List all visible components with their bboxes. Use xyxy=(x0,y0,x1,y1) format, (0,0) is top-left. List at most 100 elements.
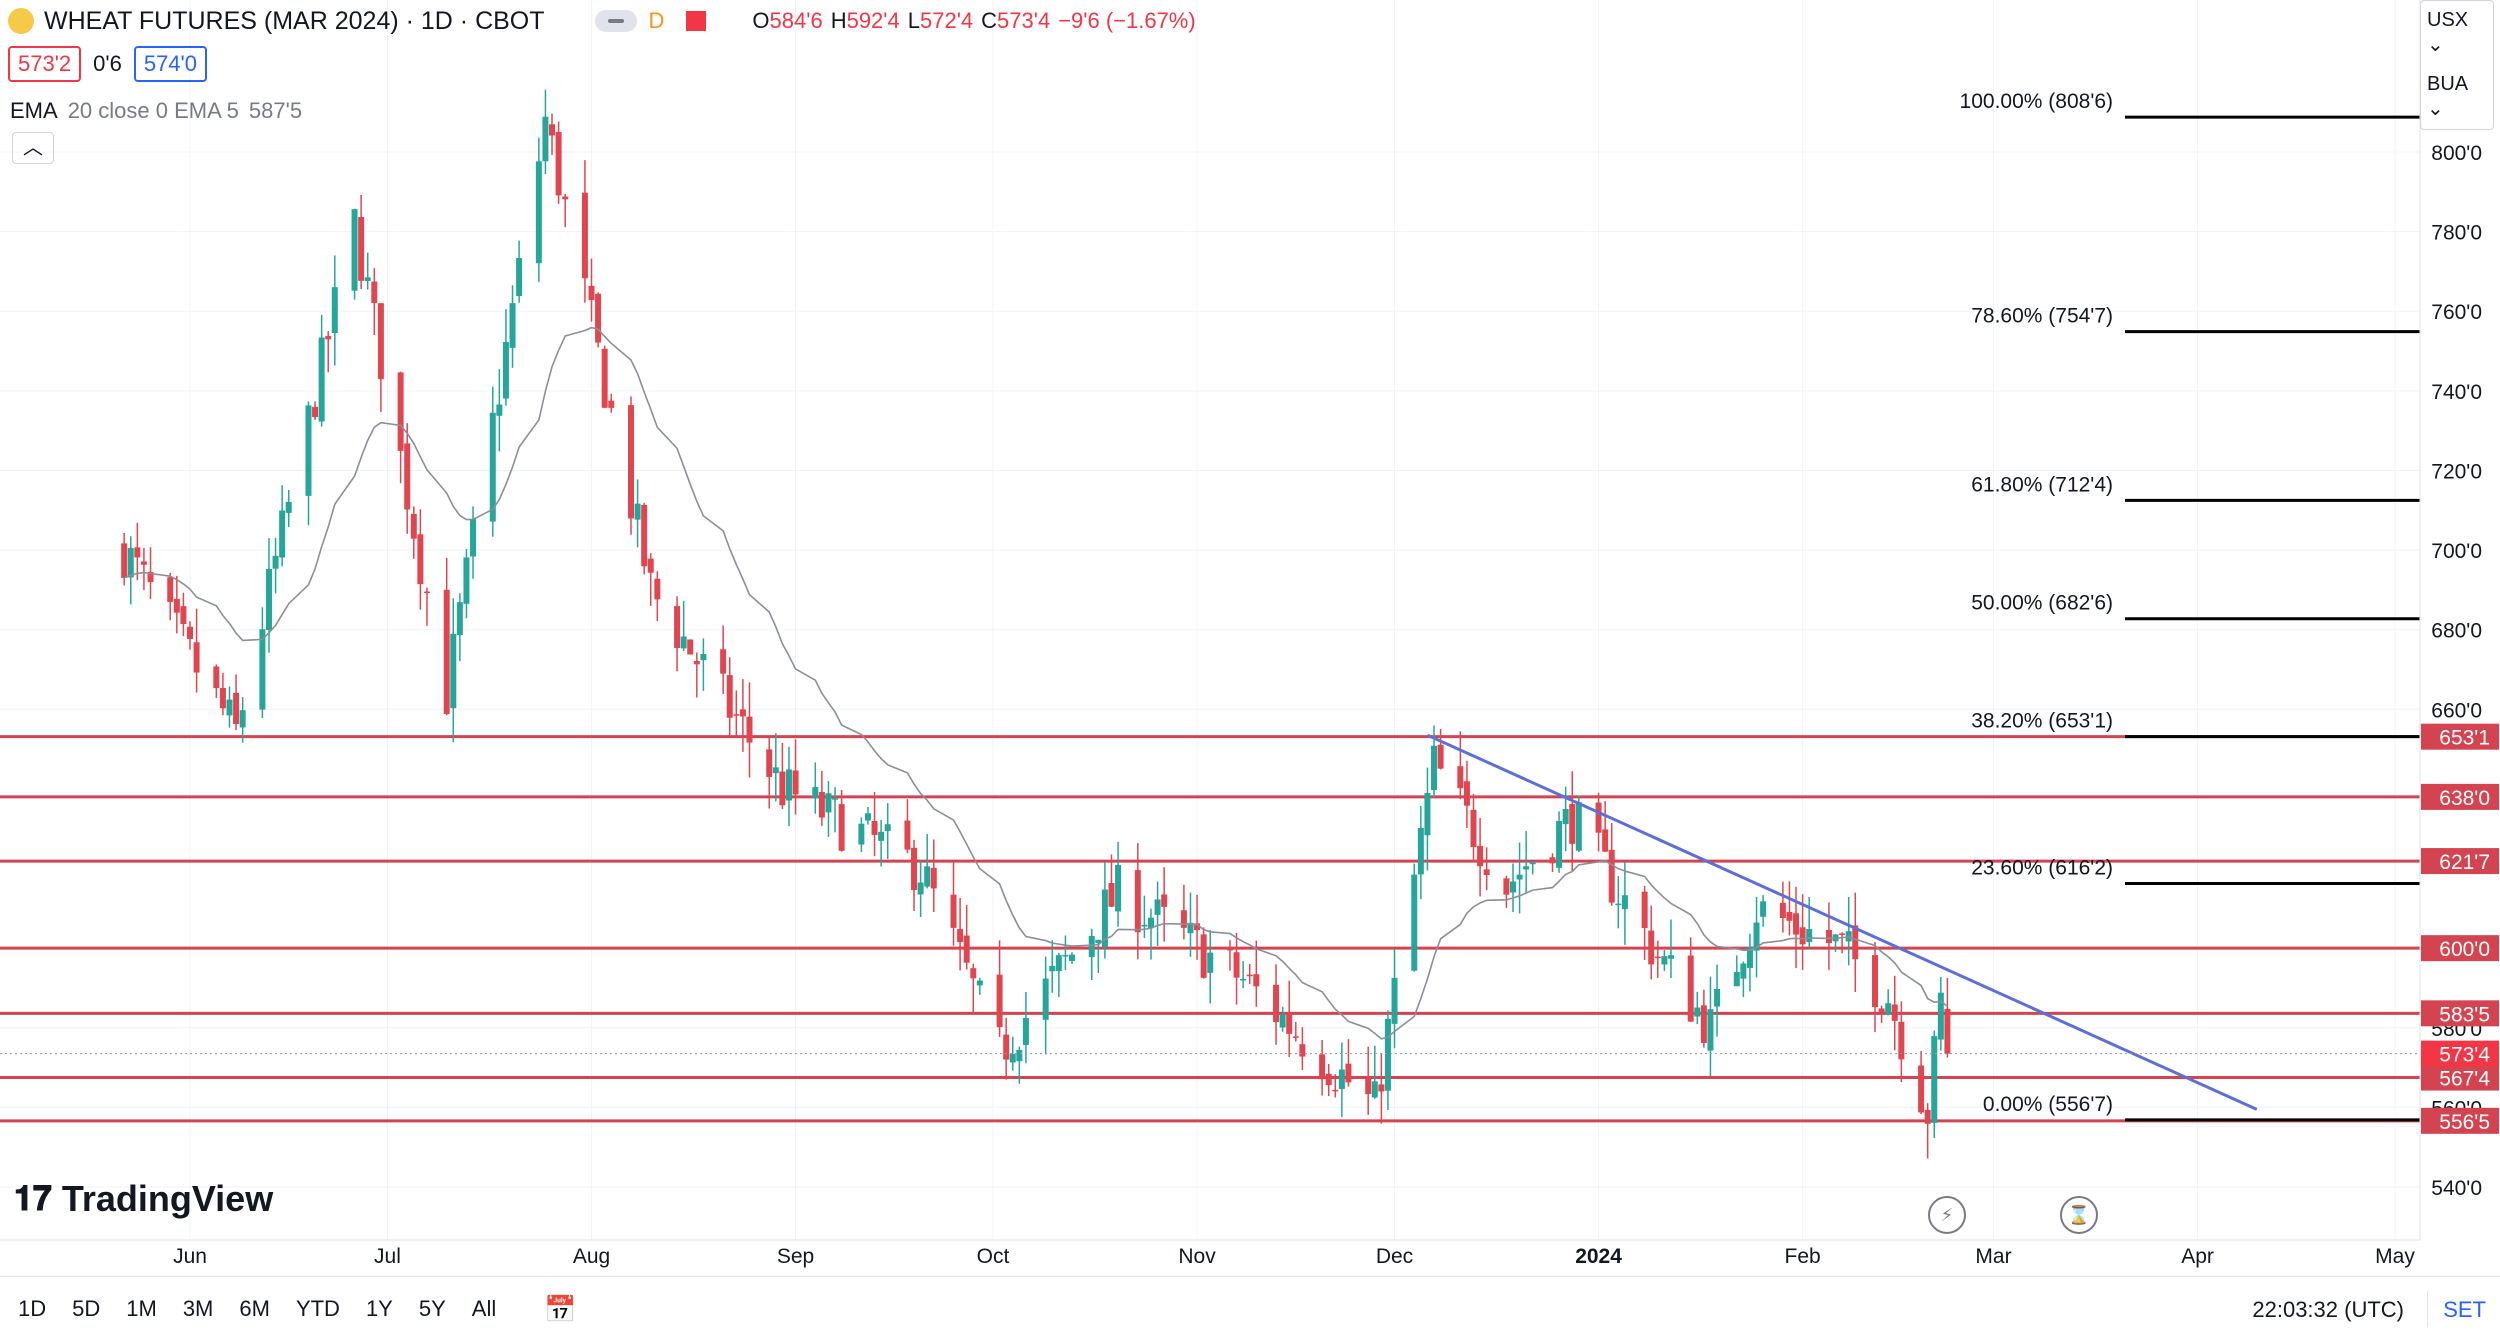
range-1m[interactable]: 1M xyxy=(126,1296,157,1321)
set-button[interactable]: SET xyxy=(2443,1297,2486,1322)
ema-line[interactable] xyxy=(123,326,1948,1040)
candle-body xyxy=(963,935,970,963)
candle-body xyxy=(1944,1008,1951,1054)
candle-body xyxy=(213,666,220,689)
candle-body xyxy=(1733,972,1740,987)
candle-body xyxy=(331,287,338,334)
candle-body xyxy=(1753,922,1760,951)
level-price-label: 567'4 xyxy=(2439,1068,2490,1091)
candle-body xyxy=(654,578,661,600)
x-tick-label: Jul xyxy=(374,1245,401,1268)
candle-body xyxy=(588,285,595,301)
candle-body xyxy=(858,823,865,845)
candle-body xyxy=(1503,878,1510,895)
candle-body xyxy=(911,847,918,891)
indicator-legend[interactable]: EMA 20 close 0 EMA 5 587'5 xyxy=(10,98,302,124)
candle-body xyxy=(167,577,174,602)
candle-body xyxy=(1371,1081,1378,1098)
candle-body xyxy=(1187,922,1194,934)
descending-trendline[interactable] xyxy=(1426,733,2258,1111)
price-chart[interactable]: 100.00% (808'6) 78.60% (754'7) 61.80% (712… xyxy=(0,0,2500,1276)
range-1d[interactable]: 1D xyxy=(18,1296,47,1321)
candle-body xyxy=(1009,1053,1016,1063)
candle-body xyxy=(957,929,964,943)
candle-body xyxy=(134,547,141,558)
candle-body xyxy=(1161,894,1168,907)
tradingview-watermark[interactable]: 𝟏𝟕 TradingView xyxy=(14,1178,273,1220)
candle-body xyxy=(1694,1007,1701,1017)
candle-body xyxy=(720,649,727,674)
candle-body xyxy=(733,714,740,716)
candle-body xyxy=(279,510,286,558)
candle-body xyxy=(272,555,279,569)
candle-body xyxy=(1740,963,1747,979)
candle-body xyxy=(1523,866,1530,870)
interval-chip[interactable]: D xyxy=(648,8,665,33)
candle-body xyxy=(1049,965,1056,972)
lightning-icon[interactable]: ⚡ xyxy=(1928,1196,1966,1234)
calendar-goto-icon[interactable]: 📅 xyxy=(544,1293,577,1324)
candle-body xyxy=(1391,977,1398,1024)
candle-body xyxy=(305,405,312,496)
market-status-icon[interactable] xyxy=(686,11,707,31)
range-all[interactable]: All xyxy=(471,1296,497,1321)
candle-body xyxy=(1200,934,1207,978)
candle-body xyxy=(1273,984,1280,1023)
candle-body xyxy=(772,767,779,774)
candle-body xyxy=(1872,955,1879,1008)
candle-body xyxy=(1529,862,1536,865)
candle-body xyxy=(601,348,608,408)
x-tick-label: 2024 xyxy=(1575,1245,1622,1268)
range-5d[interactable]: 5D xyxy=(72,1296,101,1321)
candle-body xyxy=(443,589,450,714)
range-1y[interactable]: 1Y xyxy=(365,1296,393,1321)
price-axis[interactable] xyxy=(2420,0,2500,1240)
candle-body xyxy=(1799,927,1806,945)
y-tick-label: 760'0 xyxy=(2431,301,2482,324)
candle-body xyxy=(516,257,523,297)
candle-body xyxy=(1299,1044,1306,1057)
candle-body xyxy=(509,303,516,348)
candle-body xyxy=(766,749,773,777)
candle-body xyxy=(1378,1084,1385,1092)
last-price-tag xyxy=(2421,1040,2499,1067)
range-3m[interactable]: 3M xyxy=(182,1296,214,1321)
fib-level-label: 38.20% (653'1) xyxy=(1971,710,2113,733)
candle-body xyxy=(1483,869,1490,876)
candle-body xyxy=(496,404,503,416)
candle-body xyxy=(924,866,931,887)
bid-price[interactable]: 573'2 xyxy=(8,46,82,82)
candle-body xyxy=(1022,1018,1029,1046)
candle-body xyxy=(555,131,562,196)
candle-body xyxy=(1477,845,1484,867)
eye-toggle-icon[interactable] xyxy=(594,10,637,32)
range-5y[interactable]: 5Y xyxy=(418,1296,446,1321)
candle-body xyxy=(1319,1054,1326,1080)
level-price-tag xyxy=(2421,1000,2499,1027)
collapse-legend-button[interactable]: ︿ xyxy=(12,132,54,164)
currency-select[interactable]: USX ⌄ xyxy=(2427,9,2469,56)
unit-select[interactable]: BUA ⌄ xyxy=(2427,73,2468,120)
candle-body xyxy=(1417,828,1424,875)
indicator-params: 20 close 0 EMA 5 xyxy=(67,98,239,123)
ask-price[interactable]: 574'0 xyxy=(133,46,207,82)
x-tick-label: Apr xyxy=(2181,1245,2214,1268)
symbol-title[interactable]: WHEAT FUTURES (MAR 2024) · 1D · CBOT xyxy=(44,6,545,35)
candle-body xyxy=(1141,924,1148,927)
indicator-value: 587'5 xyxy=(248,98,303,123)
x-tick-label: Dec xyxy=(1376,1245,1413,1268)
candle-body xyxy=(1700,1005,1707,1043)
candle-body xyxy=(542,116,549,162)
range-6m[interactable]: 6M xyxy=(239,1296,270,1321)
clock-readout[interactable]: 22:03:32 (UTC) xyxy=(2252,1297,2404,1322)
candle-body xyxy=(1016,1049,1023,1062)
candle-body xyxy=(1253,974,1260,987)
candle-body xyxy=(1062,955,1069,957)
candle-body xyxy=(1470,809,1477,848)
visibility-toggle[interactable]: D xyxy=(594,8,665,34)
y-tick-label: 540'0 xyxy=(2431,1177,2482,1200)
level-price-tag xyxy=(2421,1064,2499,1091)
candle-body xyxy=(180,606,187,625)
range-ytd[interactable]: YTD xyxy=(295,1296,340,1321)
hourglass-icon[interactable]: ⌛ xyxy=(2060,1196,2098,1234)
